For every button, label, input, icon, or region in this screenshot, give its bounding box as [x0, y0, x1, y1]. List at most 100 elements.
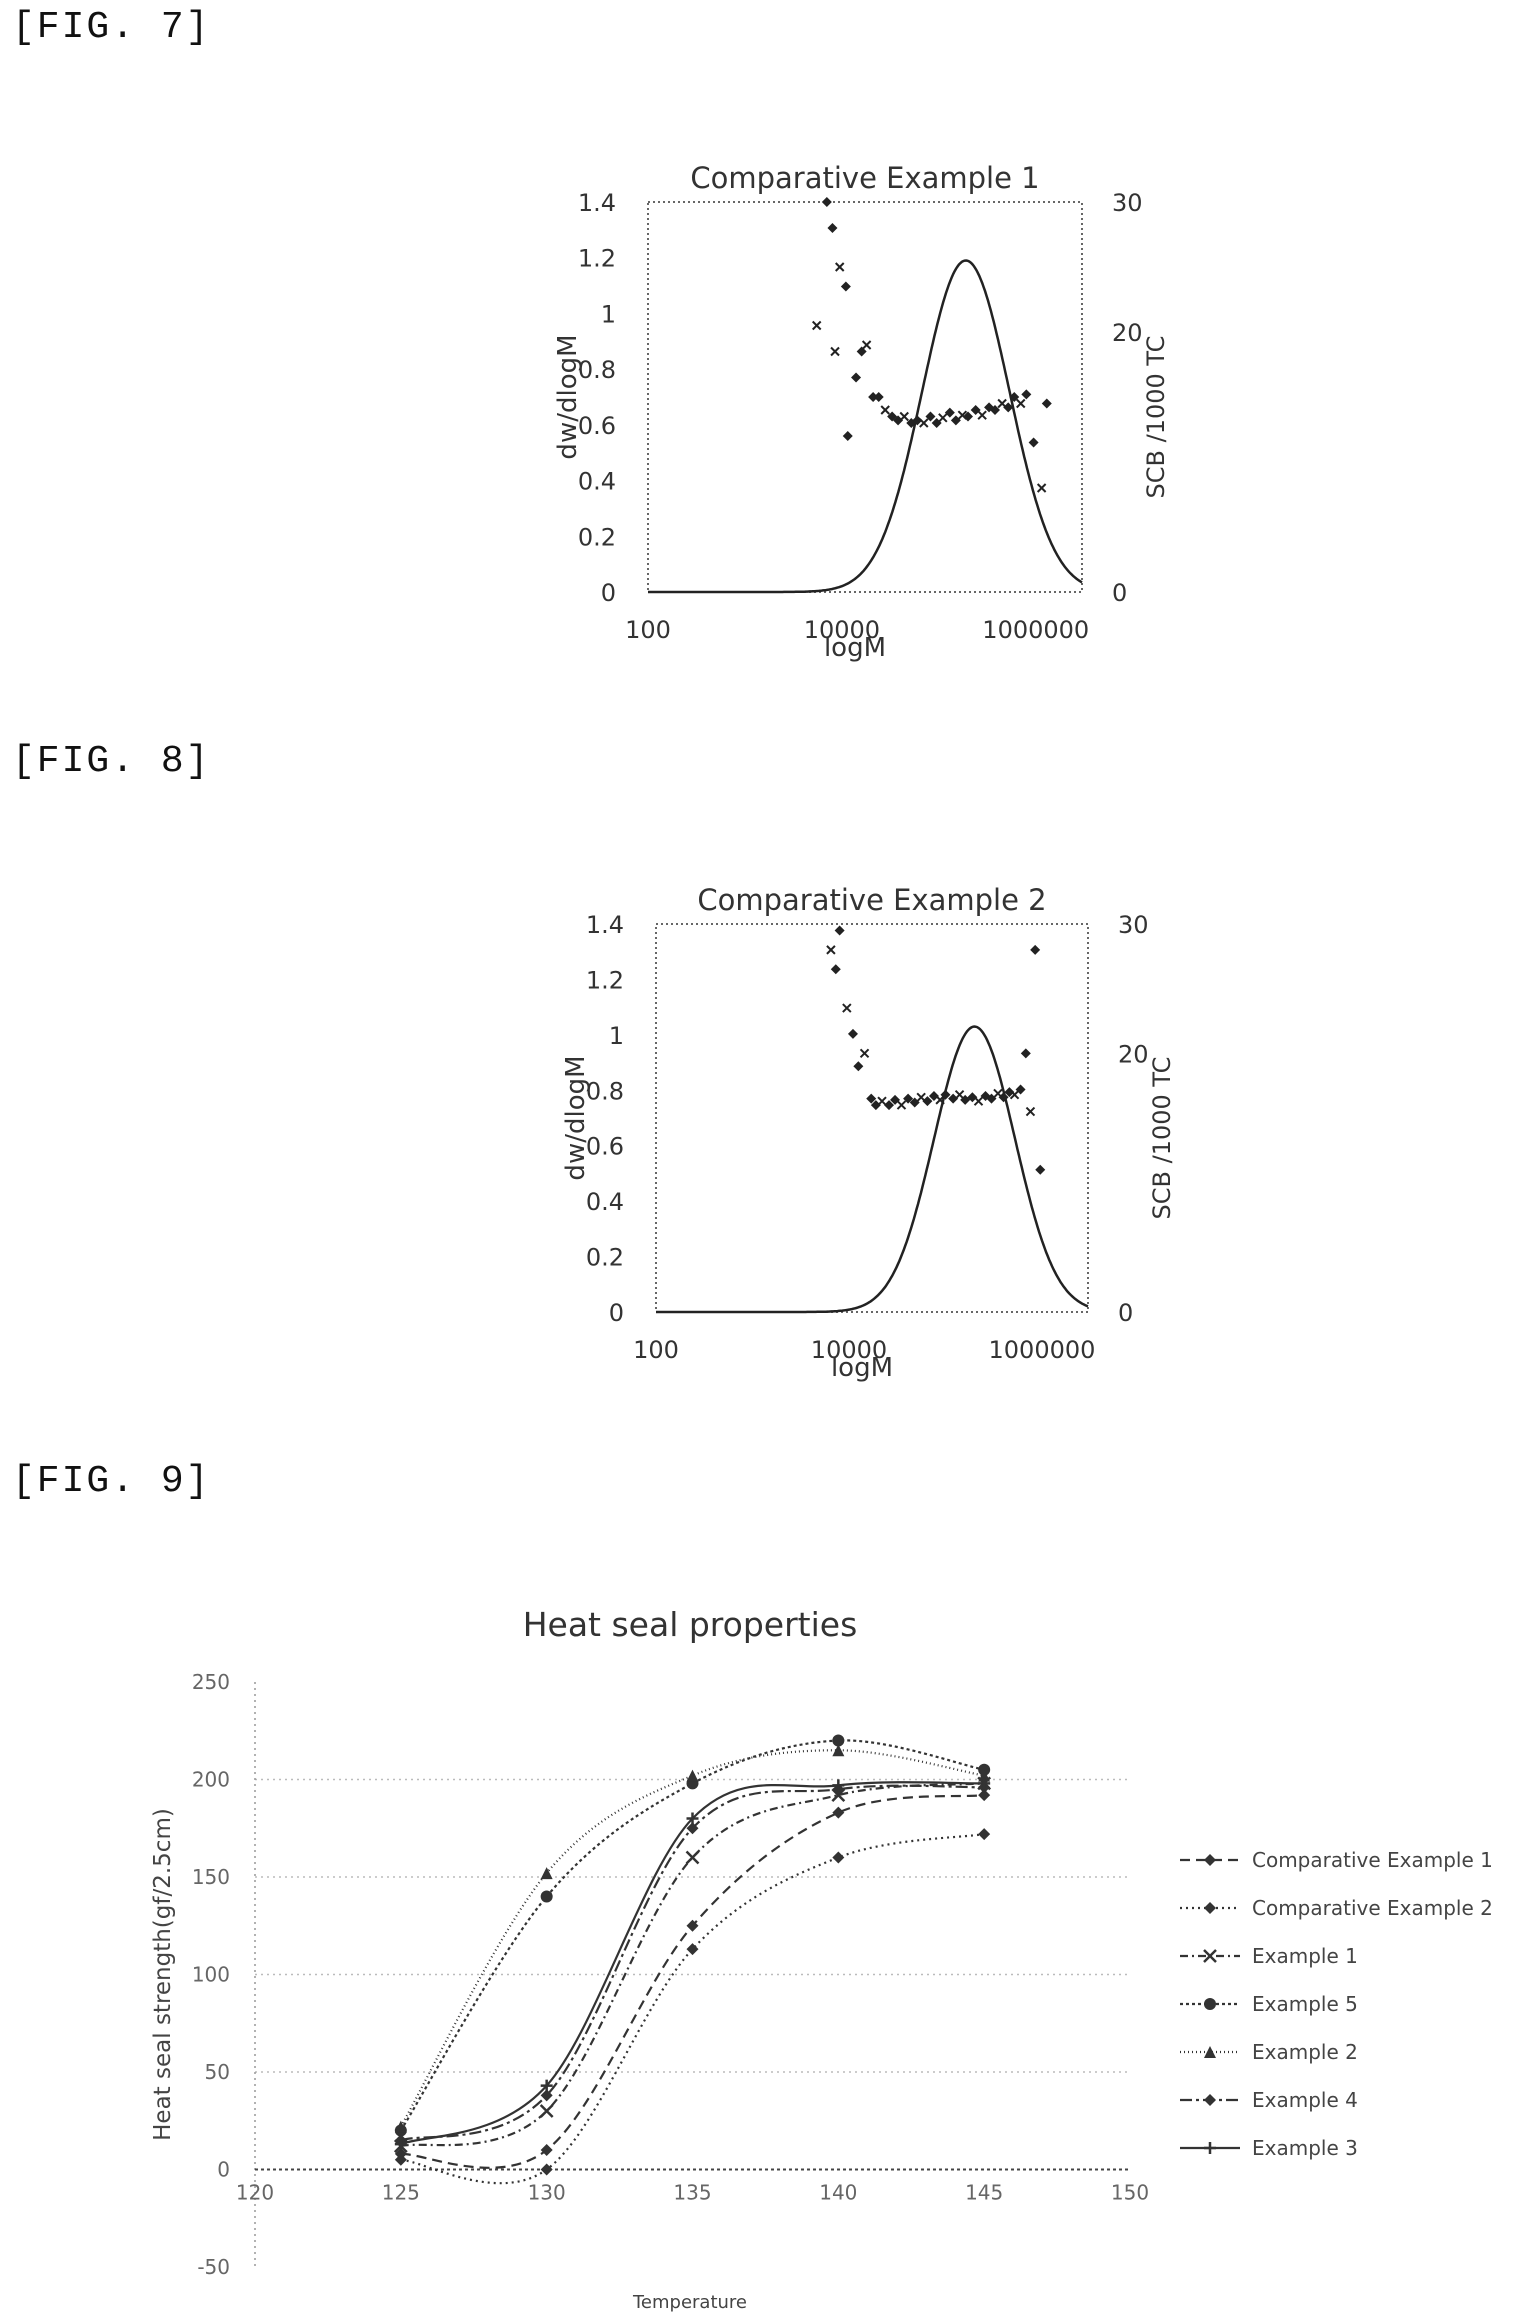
scb-point: [859, 1048, 870, 1059]
y2-tick-label: 0: [1112, 579, 1127, 607]
legend-label: Example 1: [1252, 1944, 1358, 1968]
legend-item: Example 3: [1180, 2136, 1358, 2160]
y-axis-label: dw/dlogM: [553, 334, 583, 459]
y-axis-label: dw/dlogM: [561, 1055, 591, 1180]
scb-point: [940, 1089, 951, 1100]
mwd-curve: [656, 1025, 1089, 1314]
scb-point: [827, 223, 838, 233]
series-line: [400, 1794, 985, 2169]
scb-point: [1035, 1164, 1046, 1175]
legend-item: Comparative Example 1: [1180, 1848, 1493, 1872]
scb-point: [948, 1093, 959, 1104]
y2-tick-label: 0: [1118, 1299, 1133, 1327]
legend-label: Comparative Example 2: [1252, 1896, 1493, 1920]
scb-point: [1015, 1084, 1026, 1095]
y2-tick-label: 20: [1118, 1040, 1149, 1068]
legend-label: Example 2: [1252, 2040, 1358, 2064]
scb-point: [834, 925, 845, 936]
data-point: [978, 1828, 991, 1841]
scb-point: [1021, 389, 1032, 400]
data-point: [394, 2153, 407, 2166]
scb-point: [847, 1028, 858, 1039]
x-tick-label: 135: [673, 2181, 711, 2205]
legend-item: Example 1: [1180, 1944, 1358, 1968]
scb-point: [826, 945, 836, 955]
x-axis-label: Temperature: [632, 2292, 747, 2313]
y2-tick-label: 30: [1112, 189, 1143, 217]
x-tick-label: 10000: [811, 1336, 887, 1364]
scb-point: [1020, 1048, 1031, 1059]
y-tick-label: 0: [601, 579, 616, 607]
mwd-curve: [648, 259, 1083, 594]
series-line: [400, 1782, 985, 2148]
scb-point: [1028, 437, 1039, 448]
figure-label-9: [FIG. 9]: [12, 1460, 211, 1503]
scb-point: [861, 340, 872, 350]
scb-point: [1036, 483, 1047, 493]
scb-point: [856, 346, 867, 357]
y-tick-label: 0.8: [578, 356, 616, 384]
scb-point: [1030, 944, 1041, 955]
scb-point: [884, 1100, 895, 1111]
legend-item: Comparative Example 2: [1180, 1896, 1493, 1920]
y-tick-label: 1.2: [578, 245, 616, 273]
data-point: [686, 1822, 699, 1835]
plot-frame: [655, 923, 1089, 1313]
legend-label: Comparative Example 1: [1252, 1848, 1493, 1872]
y-tick-label: 0.2: [578, 523, 616, 551]
data-point: [686, 1919, 699, 1932]
x-tick-label: 1000000: [989, 1336, 1096, 1364]
gpc-chart-comparative-example-2: Comparative Example 2 0 0.2 0.4 0.6 0.8 1 1.2 1.…: [561, 883, 1176, 1383]
scb-point: [842, 1003, 852, 1013]
scb-point: [842, 431, 853, 441]
scb-point: [899, 411, 909, 422]
y-tick-label: 0.6: [586, 1133, 624, 1161]
scb-point: [821, 197, 832, 207]
scb-point: [912, 415, 923, 426]
series-example-3: [394, 1777, 991, 2151]
data-point: [832, 1851, 845, 1864]
scb-point: [840, 281, 851, 292]
data-point: [394, 2120, 407, 2133]
y-tick-label: 0.8: [586, 1077, 624, 1105]
scb-point: [835, 262, 845, 272]
scb-point: [967, 1092, 978, 1103]
x-tick-label: 140: [819, 2181, 857, 2205]
scb-point: [873, 392, 884, 402]
scb-point: [1016, 398, 1026, 409]
scb-point: [1004, 1087, 1015, 1098]
data-point: [832, 1806, 845, 1819]
scb-point: [877, 1096, 887, 1106]
scb-point: [851, 372, 862, 383]
series-line: [400, 1833, 985, 2185]
scb-point: [938, 413, 948, 423]
series-example-4: [394, 1781, 991, 2147]
y-tick-label: 1.2: [586, 966, 624, 994]
x-tick-label: 10000: [804, 616, 880, 644]
x-axis-label: logM: [831, 1353, 893, 1383]
plot-frame: [647, 201, 1083, 593]
data-point: [686, 1812, 699, 1825]
x-tick-label: 150: [1111, 2181, 1149, 2205]
scb-point: [866, 1093, 877, 1104]
data-point: [686, 1943, 699, 1956]
data-point: [832, 1734, 845, 1747]
legend-item: Example 5: [1180, 1992, 1358, 2016]
scb-point: [977, 410, 987, 420]
x-tick-label: 130: [528, 2181, 566, 2205]
series-comparative-example-2: [394, 1828, 991, 2185]
scb-point: [954, 1090, 965, 1100]
scb-point: [944, 407, 955, 418]
y-tick-label: 1: [609, 1022, 624, 1050]
chart-title: Comparative Example 1: [690, 161, 1039, 195]
series-line: [400, 1781, 985, 2146]
y-tick-label: 0.4: [578, 468, 616, 496]
scb-point: [998, 1092, 1009, 1103]
scb-point: [1003, 402, 1014, 413]
y-tick-label: -50: [197, 2255, 230, 2279]
data-point: [540, 2144, 553, 2156]
scb-point: [870, 1100, 881, 1111]
data-point: [540, 1867, 553, 1880]
scb-point: [928, 1091, 939, 1102]
scb-point: [919, 418, 929, 428]
